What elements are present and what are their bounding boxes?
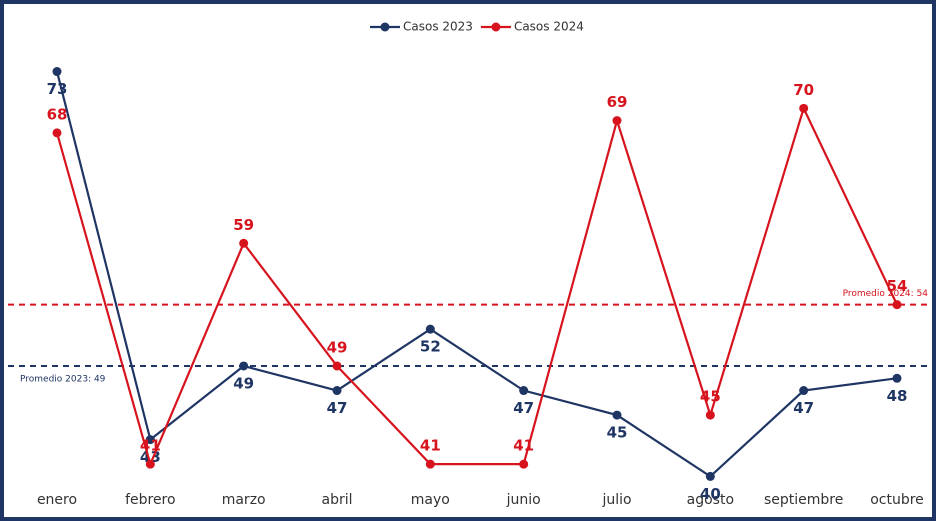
reference-label: Promedio 2023: 49: [20, 374, 106, 384]
data-label: 41: [420, 437, 441, 455]
series-line: [55, 71, 898, 478]
series-line: [55, 105, 898, 468]
point: [239, 238, 249, 248]
x-tick-label: julio: [601, 492, 631, 508]
point: [239, 361, 249, 371]
data-label: 41: [140, 437, 161, 455]
point: [425, 459, 435, 469]
point: [799, 103, 809, 113]
point: [145, 459, 155, 469]
point: [799, 386, 809, 396]
point: [332, 361, 342, 371]
point: [612, 116, 622, 126]
point: [52, 128, 62, 138]
data-label: 48: [887, 387, 908, 405]
data-label: 49: [233, 374, 254, 392]
data-label: 73: [47, 80, 68, 98]
point: [705, 471, 715, 481]
reference-label: Promedio 2024: 54: [843, 289, 929, 299]
legend-label: Casos 2024: [514, 20, 584, 34]
data-label: 47: [327, 399, 348, 417]
point: [892, 300, 902, 310]
x-tick-label: febrero: [125, 492, 176, 508]
data-label: 40: [700, 485, 721, 503]
x-tick-label: agosto: [687, 492, 734, 508]
data-label: 45: [607, 424, 628, 442]
data-label: 52: [420, 338, 441, 356]
data-label: 47: [513, 399, 534, 417]
point: [52, 67, 62, 77]
x-tick-label: septiembre: [764, 492, 843, 508]
data-label: 47: [793, 399, 814, 417]
point: [612, 410, 622, 420]
data-label: 59: [233, 216, 254, 234]
point: [332, 386, 342, 396]
point: [892, 373, 902, 383]
legend-marker: [380, 22, 390, 32]
data-label: 45: [700, 388, 721, 406]
x-tick-label: octubre: [870, 492, 924, 508]
x-tick-label: abril: [321, 492, 352, 508]
data-label: 41: [513, 437, 534, 455]
data-label: 54: [887, 277, 908, 295]
data-label: 70: [793, 81, 814, 99]
point: [519, 459, 529, 469]
data-label: 49: [327, 338, 348, 356]
data-label: 68: [47, 105, 68, 123]
legend-label: Casos 2023: [403, 20, 473, 34]
point: [145, 435, 155, 445]
legend-marker: [491, 22, 501, 32]
x-tick-label: mayo: [411, 492, 450, 508]
x-tick-label: enero: [37, 492, 77, 508]
point: [519, 386, 529, 396]
point: [425, 324, 435, 334]
point: [705, 410, 715, 420]
x-tick-label: junio: [506, 492, 541, 508]
x-tick-label: marzo: [222, 492, 266, 508]
data-label: 69: [607, 93, 628, 111]
